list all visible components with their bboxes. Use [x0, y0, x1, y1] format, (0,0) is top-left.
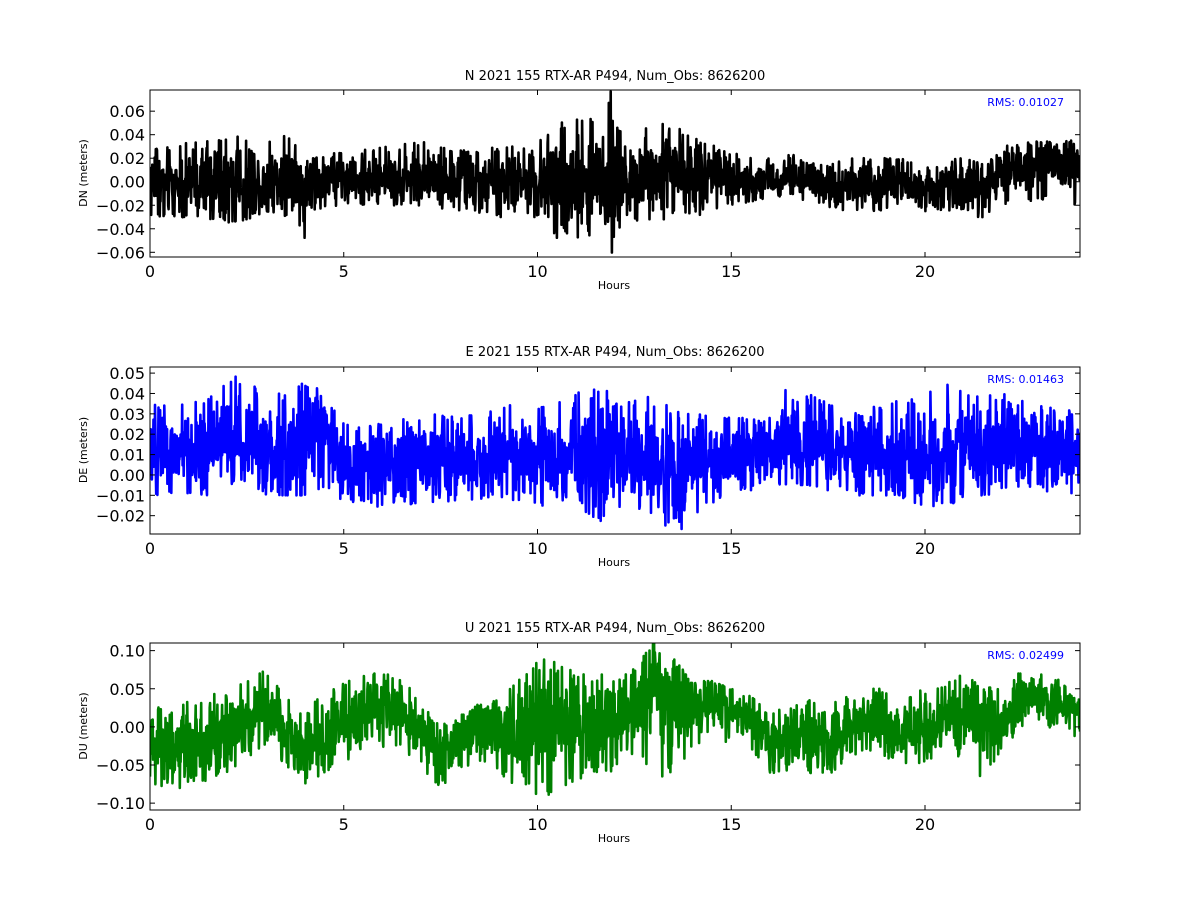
north-y-tick-label: 0.02 [109, 149, 145, 168]
east-y-tick-label: 0.02 [109, 425, 145, 444]
north-y-tick-label: 0.00 [109, 173, 145, 192]
up-x-label: Hours [598, 832, 630, 845]
east-x-tick-label: 10 [527, 539, 547, 558]
east-x-tick-label: 0 [145, 539, 155, 558]
up-x-tick-label: 15 [721, 815, 741, 834]
east-y-tick-label: −0.01 [96, 486, 145, 505]
panel-east: 0 5 10 15 20 −0.02 −0.010.000.01 0.020.03 0.040.… [77, 345, 1081, 569]
north-y-tick-label: −0.04 [96, 220, 145, 239]
east-y-tick-label: 0.03 [109, 405, 145, 424]
up-x-tick-label: 0 [145, 815, 155, 834]
east-x-label: Hours [598, 556, 630, 569]
panel-north: 0 5 10 15 20−0.06−0.04−0.020.000.020.040.06 … [77, 69, 1081, 292]
north-axes-frame [149, 89, 1081, 258]
east-y-label: DE (meters) [77, 417, 90, 483]
north-series-line [150, 90, 1080, 254]
east-y-tick-label: 0.05 [109, 364, 145, 383]
east-x-tick-label: 5 [339, 539, 349, 558]
north-x-tick-label: 10 [527, 262, 547, 281]
up-x-tick-label: 10 [527, 815, 547, 834]
north-y-tick-label: −0.06 [96, 243, 145, 262]
up-title: U 2021 155 RTX-AR P494, Num_Obs: 8626200 [465, 621, 765, 636]
up-trace [150, 643, 1080, 796]
up-y-tick-label: −0.10 [96, 794, 145, 813]
up-y-tick-label: 0.05 [109, 680, 145, 699]
up-x-tick-label: 5 [339, 815, 349, 834]
up-rms-label: RMS: 0.02499 [987, 649, 1064, 662]
north-x-tick-label: 15 [721, 262, 741, 281]
east-title: E 2021 155 RTX-AR P494, Num_Obs: 8626200 [466, 345, 765, 360]
north-x-label: Hours [598, 279, 630, 292]
north-y-tick-label: 0.04 [109, 126, 145, 145]
up-y-tick-label: 0.10 [109, 642, 145, 661]
up-x-tick-label: 20 [915, 815, 935, 834]
north-y-tick-label: 0.06 [109, 102, 145, 121]
east-x-tick-label: 20 [915, 539, 935, 558]
panel-up: 0 5 10 15 20 −0.10 −0.05 0.00 0.05 0.10 U 2021 15… [77, 621, 1081, 845]
east-y-tick-label: 0.04 [109, 384, 145, 403]
east-rms-label: RMS: 0.01463 [987, 373, 1064, 386]
east-x-tick-label: 15 [721, 539, 741, 558]
north-y-tick-label: −0.02 [96, 196, 145, 215]
north-trace [150, 90, 1080, 254]
east-series-line [150, 375, 1080, 531]
east-y-tick-label: 0.00 [109, 466, 145, 485]
up-series-line [150, 643, 1080, 796]
east-axes-frame [149, 366, 1081, 535]
east-trace [150, 375, 1080, 531]
north-rms-label: RMS: 0.01027 [987, 96, 1064, 109]
east-y-tick-label: 0.01 [109, 446, 145, 465]
north-x-tick-label: 20 [915, 262, 935, 281]
up-y-tick-label: 0.00 [109, 718, 145, 737]
east-y-tick-label: −0.02 [96, 507, 145, 526]
north-title: N 2021 155 RTX-AR P494, Num_Obs: 8626200 [465, 69, 765, 84]
north-x-tick-label: 0 [145, 262, 155, 281]
north-x-tick-label: 5 [339, 262, 349, 281]
up-y-label: DU (meters) [77, 692, 90, 759]
north-y-label: DN (meters) [77, 139, 90, 207]
up-y-tick-label: −0.05 [96, 756, 145, 775]
